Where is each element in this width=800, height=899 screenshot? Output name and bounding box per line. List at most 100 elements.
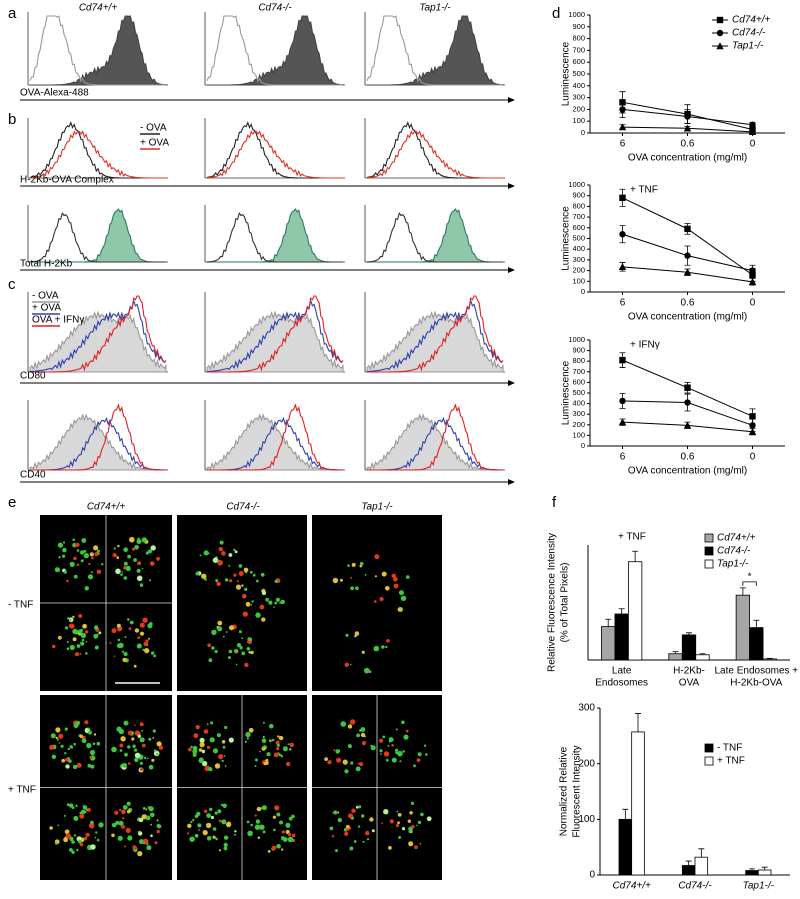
puncta (370, 744, 373, 747)
puncta (408, 841, 414, 847)
puncta (374, 575, 377, 578)
puncta (101, 563, 104, 566)
puncta (199, 742, 205, 748)
puncta (247, 830, 253, 837)
puncta (393, 577, 398, 582)
puncta (261, 590, 267, 596)
puncta (204, 578, 207, 581)
puncta (136, 645, 141, 649)
x-tick-label: H-2Kb- (673, 666, 705, 677)
puncta (72, 764, 78, 770)
puncta (262, 735, 265, 739)
y-tick-label: 900 (572, 346, 585, 355)
puncta (122, 762, 127, 768)
puncta (128, 762, 131, 765)
y-tick-label: 400 (572, 81, 585, 90)
error-bar (686, 632, 692, 635)
puncta (265, 758, 269, 762)
y-axis-label: Luminescence (561, 41, 572, 106)
puncta (229, 625, 234, 631)
puncta (205, 822, 212, 829)
puncta (66, 641, 69, 643)
puncta (83, 553, 89, 559)
puncta (136, 568, 141, 573)
puncta (58, 733, 64, 739)
puncta (263, 762, 267, 766)
puncta (116, 557, 119, 559)
puncta (139, 631, 145, 636)
puncta (379, 738, 384, 743)
puncta (72, 615, 75, 618)
puncta (250, 604, 253, 606)
puncta (136, 575, 143, 582)
y-tick-label: 100 (572, 116, 585, 125)
histogram-curve (206, 211, 343, 263)
puncta (132, 744, 136, 748)
puncta (149, 561, 155, 566)
puncta (254, 814, 257, 817)
puncta (324, 757, 328, 761)
puncta (148, 737, 152, 741)
puncta (199, 554, 202, 557)
puncta (98, 822, 104, 828)
puncta (414, 845, 418, 850)
puncta (347, 744, 352, 749)
histogram-curve (30, 295, 167, 373)
y-tick-label: 300 (572, 93, 585, 102)
puncta (156, 829, 160, 834)
puncta (416, 758, 421, 762)
puncta (111, 628, 117, 634)
x-axis-label: OVA concentration (mg/ml) (628, 312, 747, 323)
puncta (139, 622, 145, 628)
puncta (143, 756, 147, 760)
puncta (145, 551, 149, 555)
puncta (245, 731, 251, 738)
puncta (275, 597, 280, 602)
puncta (69, 561, 75, 567)
puncta (150, 812, 155, 818)
puncta (366, 838, 370, 841)
puncta (209, 737, 215, 743)
puncta (90, 820, 94, 825)
puncta (278, 753, 282, 757)
puncta (94, 552, 99, 557)
puncta (217, 809, 222, 814)
puncta (206, 745, 211, 750)
histogram-curve (207, 403, 343, 471)
error-bar (605, 618, 612, 627)
bar (762, 658, 777, 661)
puncta (371, 829, 375, 833)
puncta (221, 551, 226, 556)
puncta (117, 638, 121, 642)
puncta (381, 571, 387, 577)
puncta (152, 729, 156, 733)
puncta (279, 820, 283, 825)
puncta (417, 820, 422, 825)
significance-bracket (742, 581, 757, 586)
puncta (125, 565, 131, 572)
puncta (365, 830, 370, 836)
puncta (123, 547, 128, 552)
legend-label: - OVA (32, 291, 59, 302)
puncta (354, 631, 360, 636)
bar (694, 856, 709, 876)
puncta (86, 807, 91, 812)
puncta (141, 814, 147, 820)
puncta (426, 816, 432, 822)
puncta (85, 808, 89, 811)
puncta (248, 727, 254, 733)
puncta (89, 755, 93, 759)
x-tick-label: Late Endosomes + (714, 666, 798, 677)
marker (716, 16, 724, 24)
histogram-curve (207, 295, 344, 373)
puncta (262, 830, 266, 834)
puncta (398, 590, 404, 596)
puncta (122, 817, 125, 820)
puncta (69, 803, 74, 808)
puncta (190, 820, 193, 824)
puncta (350, 586, 354, 591)
puncta (153, 749, 157, 752)
legend-label: Cd74+/+ (732, 15, 771, 26)
puncta (222, 745, 226, 749)
